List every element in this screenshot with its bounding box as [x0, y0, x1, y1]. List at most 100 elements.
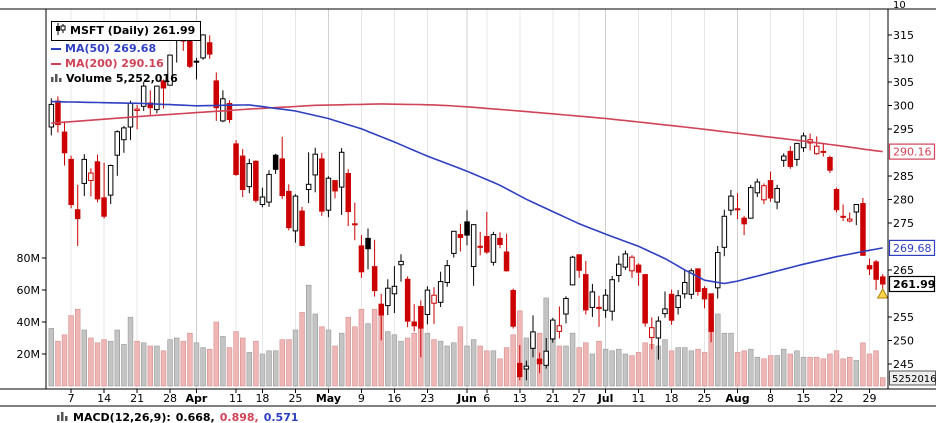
volume-bar — [61, 334, 68, 387]
volume-bar — [721, 332, 728, 387]
volume-bar — [193, 342, 200, 387]
volume-bar — [358, 308, 365, 387]
volume-bar — [470, 339, 477, 387]
price-callout-label: 261.99 — [893, 278, 935, 291]
macd-value-1: 0.668, — [175, 411, 215, 423]
volume-bar — [616, 348, 622, 387]
candle — [761, 183, 767, 205]
candle — [728, 189, 734, 216]
date-tick-label: 21 — [130, 392, 144, 405]
volume-bar — [167, 339, 173, 387]
volume-bar — [787, 353, 794, 387]
symbol-label: MSFT (Daily) 261.99 — [70, 24, 196, 37]
macd-legend: MACD(12,26,9): 0.668, 0.898, 0.571 — [57, 411, 299, 423]
volume-bar — [121, 344, 127, 387]
volume-bar — [602, 348, 609, 387]
price-callout-label: 290.16 — [893, 146, 932, 159]
volume-bar — [240, 337, 246, 387]
volume-bar — [820, 358, 827, 387]
candle — [358, 235, 365, 278]
candle — [114, 130, 120, 176]
candle — [616, 255, 622, 283]
volume-bar — [101, 339, 107, 387]
candle — [484, 212, 490, 254]
volume-bar — [253, 340, 259, 387]
macd-value-2: 0.898, — [219, 411, 259, 423]
date-tick-label: 6 — [483, 392, 490, 405]
volume-bar — [279, 339, 285, 387]
date-tick-label: Jun — [456, 392, 477, 405]
candle — [365, 228, 371, 270]
volume-bar — [299, 312, 305, 387]
candle — [378, 293, 384, 341]
candle — [246, 158, 252, 194]
volume-tick-label: 80M — [17, 252, 41, 265]
candle — [286, 184, 292, 231]
price-axis: 315 310 305 300 295 285 280 275 265 255 250 245 10 29… — [888, 0, 936, 386]
date-tick-label: May — [316, 392, 341, 405]
volume-bar — [411, 332, 417, 387]
volume-bar — [635, 352, 642, 387]
volume-bar — [510, 334, 516, 387]
volume-bar — [431, 339, 437, 387]
candle — [734, 193, 741, 220]
volume-bar — [609, 350, 615, 387]
date-tick-label: 29 — [863, 392, 877, 405]
candle — [424, 286, 431, 325]
candle — [629, 255, 635, 278]
volume-bar — [556, 345, 563, 387]
candle — [781, 153, 787, 167]
volume-bar — [213, 321, 219, 387]
candle — [213, 72, 219, 121]
volume-bar — [272, 350, 279, 387]
candle — [48, 98, 55, 136]
candle — [655, 316, 662, 360]
candle — [305, 152, 312, 204]
candle — [662, 291, 668, 318]
volume-bar — [662, 339, 668, 387]
candle — [88, 168, 94, 197]
volume-bar — [682, 347, 688, 387]
date-tick-label: 16 — [387, 392, 401, 405]
candle — [74, 184, 81, 246]
volume-bar — [424, 332, 431, 387]
candle — [569, 255, 576, 286]
volume-bar — [134, 340, 140, 387]
volume-bar — [404, 337, 411, 387]
candle — [371, 239, 378, 297]
price-tick-label: 285 — [893, 170, 914, 183]
volume-bar — [873, 350, 879, 387]
upper-pane-partial-tick: 10 — [893, 0, 906, 11]
volume-bar — [444, 345, 450, 387]
volume-bar — [569, 332, 576, 387]
volume-bar — [94, 342, 101, 387]
volume-bar — [200, 347, 206, 387]
candle — [609, 276, 615, 321]
date-tick-label: Apr — [186, 392, 208, 405]
chart-legend: MSFT (Daily) 261.99 MA(50) 269.68 MA(200… — [51, 21, 202, 86]
volume-bar — [497, 358, 503, 387]
date-tick-label: Jul — [597, 392, 614, 405]
candle — [437, 271, 444, 307]
candle — [715, 245, 721, 299]
volume-bar — [761, 358, 767, 387]
volume-bar — [259, 353, 266, 387]
candle — [299, 206, 305, 247]
volume-bar — [319, 326, 325, 387]
date-tick-label: 8 — [767, 392, 774, 405]
candle — [550, 317, 556, 343]
volume-bar — [866, 353, 873, 387]
volume-bar — [398, 340, 404, 387]
volume-bar — [81, 329, 88, 387]
candle — [154, 85, 160, 114]
date-tick-label: 11 — [632, 392, 646, 405]
candle — [233, 140, 239, 176]
candle — [682, 270, 688, 299]
volume-bar — [688, 350, 695, 387]
candle — [61, 121, 68, 166]
date-tick-label: 25 — [288, 392, 302, 405]
volume-bar — [226, 347, 233, 387]
volume-bar — [853, 360, 860, 387]
volume-bar — [108, 340, 114, 387]
